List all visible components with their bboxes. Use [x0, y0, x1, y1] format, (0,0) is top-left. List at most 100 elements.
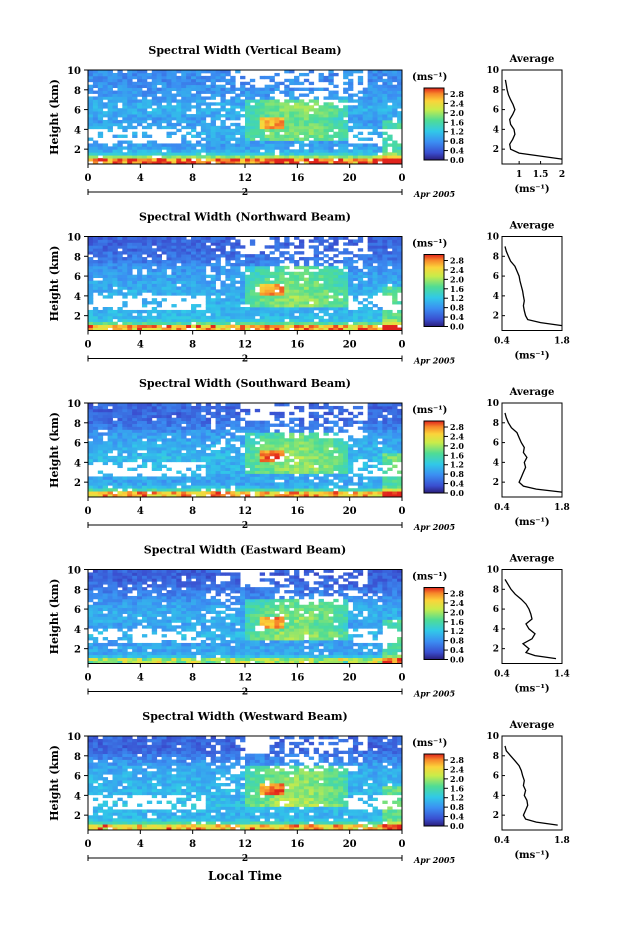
- heatmap-cell: [240, 488, 246, 492]
- heatmap-cell: [117, 114, 123, 118]
- heatmap-cell: [141, 441, 148, 445]
- heatmap-cell: [264, 473, 270, 477]
- heatmap-cell: [254, 473, 261, 477]
- heatmap-cell: [171, 93, 177, 97]
- heatmap-cell: [107, 403, 113, 407]
- heatmap-cell: [181, 441, 187, 445]
- heatmap-cell: [137, 268, 143, 273]
- heatmap-cell: [151, 289, 158, 293]
- heatmap-cell: [372, 75, 378, 80]
- average-y-tick-label: 4: [493, 292, 499, 302]
- heatmap-cell: [112, 420, 118, 424]
- heatmap-cell: [308, 87, 315, 91]
- heatmap-cell: [97, 265, 104, 270]
- heatmap-cell: [210, 301, 216, 305]
- heatmap-cell: [92, 482, 99, 486]
- heatmap-cell: [323, 155, 329, 159]
- heatmap-cell: [166, 248, 172, 252]
- heatmap-cell: [264, 458, 270, 463]
- heatmap-cell: [240, 161, 246, 165]
- heatmap-cell: [191, 155, 197, 159]
- heatmap-cell: [249, 473, 256, 477]
- heatmap-cell: [362, 149, 369, 153]
- heatmap-cell: [112, 254, 118, 258]
- heatmap-cell: [313, 158, 319, 162]
- heatmap-cell: [245, 99, 251, 103]
- heatmap-cell: [377, 93, 383, 97]
- heatmap-cell: [240, 307, 246, 311]
- heatmap-cell: [117, 417, 123, 422]
- heatmap-cell: [328, 137, 334, 141]
- heatmap-cell: [254, 464, 261, 469]
- heatmap-cell: [343, 307, 349, 311]
- heatmap-cell: [88, 403, 94, 407]
- heatmap-cell: [176, 488, 182, 492]
- heatmap-cell: [397, 114, 403, 118]
- heatmap-cell: [298, 318, 305, 323]
- heatmap-cell: [298, 467, 305, 471]
- heatmap-cell: [102, 289, 109, 293]
- heatmap-cell: [205, 149, 212, 153]
- heatmap-cell: [215, 464, 221, 469]
- heatmap-cell: [117, 324, 123, 328]
- heatmap-cell: [357, 426, 364, 430]
- heatmap-cell: [200, 274, 207, 279]
- heatmap-cell: [146, 105, 153, 109]
- heatmap-cell: [362, 321, 369, 326]
- heatmap-cell: [387, 236, 393, 240]
- heatmap-cell: [323, 137, 329, 141]
- heatmap-cell: [348, 81, 354, 86]
- heatmap-cell: [289, 93, 295, 97]
- heatmap-cell: [338, 315, 344, 320]
- heatmap-cell: [254, 122, 261, 127]
- heatmap-cell: [200, 114, 207, 118]
- heatmap-cell: [235, 239, 241, 243]
- heatmap-cell: [240, 286, 246, 290]
- heatmap-cell: [191, 485, 197, 489]
- heatmap-cell: [362, 137, 369, 141]
- heatmap-cell: [176, 479, 182, 483]
- heatmap-cell: [328, 161, 334, 165]
- heatmap-cell: [146, 277, 153, 281]
- heatmap-cell: [210, 479, 216, 483]
- heatmap-cell: [392, 324, 398, 328]
- heatmap-cell: [92, 81, 99, 86]
- colorbar-tick-label: 2.0: [450, 274, 464, 284]
- heatmap-cell: [156, 78, 162, 83]
- heatmap-cell: [343, 248, 349, 252]
- heatmap-cell: [215, 408, 221, 413]
- heatmap-cell: [102, 277, 109, 281]
- heatmap-cell: [171, 321, 177, 326]
- heatmap-cell: [269, 75, 275, 80]
- heatmap-cell: [397, 87, 403, 91]
- heatmap-cell: [97, 119, 104, 124]
- heatmap-cell: [240, 149, 246, 153]
- heatmap-cell: [298, 117, 305, 121]
- heatmap-cell: [328, 301, 334, 305]
- heatmap-cell: [230, 96, 236, 100]
- heatmap-cell: [195, 292, 202, 296]
- heatmap-cell: [210, 90, 216, 94]
- heatmap-cell: [151, 450, 158, 454]
- heatmap-cell: [117, 155, 123, 159]
- heatmap-cell: [392, 149, 398, 153]
- heatmap-cell: [392, 70, 398, 74]
- heatmap-cell: [195, 277, 202, 281]
- heatmap-cell: [284, 251, 290, 255]
- heatmap-cell: [333, 304, 339, 308]
- heatmap-cell: [313, 452, 319, 457]
- heatmap-cell: [382, 280, 388, 284]
- heatmap-cell: [333, 236, 339, 240]
- heatmap-cell: [97, 248, 104, 252]
- heatmap-cell: [348, 111, 354, 115]
- heatmap-cell: [269, 143, 275, 147]
- heatmap-cell: [186, 277, 192, 281]
- heatmap-cell: [269, 458, 275, 463]
- heatmap-cell: [313, 283, 319, 287]
- heatmap-cell: [141, 485, 148, 489]
- heatmap-cell: [181, 245, 187, 249]
- heatmap-cell: [298, 426, 305, 430]
- heatmap-cell: [235, 452, 241, 457]
- heatmap-cell: [313, 289, 319, 293]
- heatmap-cell: [200, 327, 207, 331]
